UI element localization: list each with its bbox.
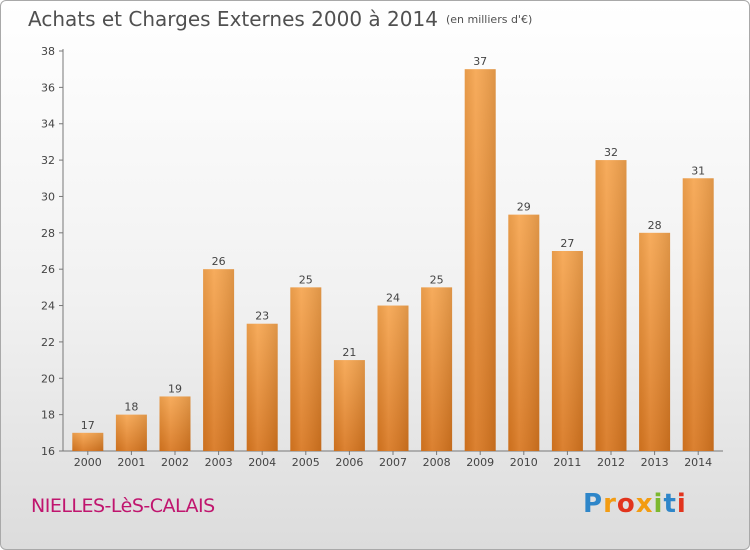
y-tick-label: 32 bbox=[41, 154, 55, 167]
value-label: 19 bbox=[168, 382, 182, 395]
x-tick-label: 2008 bbox=[423, 456, 451, 469]
bar-shade-2001 bbox=[115, 414, 147, 451]
x-tick-label: 2004 bbox=[248, 456, 276, 469]
y-tick-label: 28 bbox=[41, 227, 55, 240]
bar-shade-2004 bbox=[246, 323, 278, 451]
y-tick-label: 18 bbox=[41, 409, 55, 422]
y-tick-label: 26 bbox=[41, 263, 55, 276]
x-tick-label: 2009 bbox=[466, 456, 494, 469]
bar-shade-2012 bbox=[595, 160, 627, 451]
bars bbox=[72, 69, 714, 452]
x-tick-label: 2010 bbox=[510, 456, 538, 469]
y-tick-label: 38 bbox=[41, 45, 55, 58]
value-label: 23 bbox=[255, 310, 269, 323]
title-unit: (en milliers d'€) bbox=[445, 13, 533, 26]
x-tick-label: 2000 bbox=[74, 456, 102, 469]
value-label: 25 bbox=[430, 273, 444, 286]
value-label: 27 bbox=[560, 237, 574, 250]
logo-letter: x bbox=[635, 489, 654, 519]
bar-shade-2009 bbox=[464, 69, 496, 451]
x-tick-label: 2011 bbox=[553, 456, 581, 469]
bar-shade-2002 bbox=[159, 396, 191, 451]
y-tick-label: 34 bbox=[41, 118, 55, 131]
logo-letter: P bbox=[583, 489, 604, 519]
logo-letter: i bbox=[676, 489, 687, 519]
bar-shade-2007 bbox=[377, 305, 409, 451]
logo-letter: r bbox=[603, 489, 617, 519]
title-text: Achats et Charges Externes 2000 à 2014 bbox=[28, 7, 438, 31]
axes: 16 18 20 22 24 26 28 30 32 34 36 38 bbox=[41, 45, 723, 458]
value-label: 17 bbox=[81, 419, 95, 432]
value-label: 29 bbox=[517, 201, 531, 214]
x-tick-label: 2012 bbox=[597, 456, 625, 469]
value-label: 32 bbox=[604, 146, 618, 159]
x-tick-label: 2014 bbox=[684, 456, 712, 469]
x-tick-label: 2006 bbox=[335, 456, 363, 469]
value-label: 21 bbox=[342, 346, 356, 359]
y-tick-label: 20 bbox=[41, 372, 55, 385]
proxiti-logo[interactable]: Proxiti bbox=[583, 489, 687, 519]
bar-shade-2013 bbox=[639, 232, 671, 451]
y-tick-label: 16 bbox=[41, 445, 55, 458]
bar-shade-2000 bbox=[72, 432, 104, 451]
chart-title: Achats et Charges Externes 2000 à 2014 (e… bbox=[28, 7, 532, 31]
value-label: 26 bbox=[212, 255, 226, 268]
value-label: 37 bbox=[473, 55, 487, 68]
value-label: 31 bbox=[691, 164, 705, 177]
x-tick-label: 2005 bbox=[292, 456, 320, 469]
value-label: 24 bbox=[386, 292, 400, 305]
value-label: 18 bbox=[124, 401, 138, 414]
y-tick-label: 30 bbox=[41, 190, 55, 203]
bar-shade-2006 bbox=[333, 360, 365, 451]
bar-shade-2008 bbox=[421, 287, 453, 451]
value-label: 25 bbox=[299, 273, 313, 286]
x-tick-label: 2002 bbox=[161, 456, 189, 469]
logo-letter: t bbox=[663, 489, 677, 519]
bar-shade-2005 bbox=[290, 287, 322, 451]
bar-shade-2010 bbox=[508, 214, 540, 451]
bar-shade-2014 bbox=[682, 178, 714, 452]
value-label: 28 bbox=[648, 219, 662, 232]
logo-letter: o bbox=[616, 489, 636, 519]
x-tick-label: 2001 bbox=[117, 456, 145, 469]
labels: 17 2000 18 2001 19 2002 26 2003 23 2004 25 2005 21 20… bbox=[74, 55, 712, 469]
x-tick-label: 2007 bbox=[379, 456, 407, 469]
bar-shade-2011 bbox=[551, 251, 583, 451]
y-tick-label: 22 bbox=[41, 336, 55, 349]
x-tick-label: 2013 bbox=[641, 456, 669, 469]
logo-letter: i bbox=[653, 489, 664, 519]
y-tick-label: 24 bbox=[41, 300, 55, 313]
bar-shade-2003 bbox=[203, 269, 235, 451]
x-tick-label: 2003 bbox=[205, 456, 233, 469]
y-tick-label: 36 bbox=[41, 81, 55, 94]
city-name: NIELLES-LèS-CALAIS bbox=[31, 495, 215, 517]
